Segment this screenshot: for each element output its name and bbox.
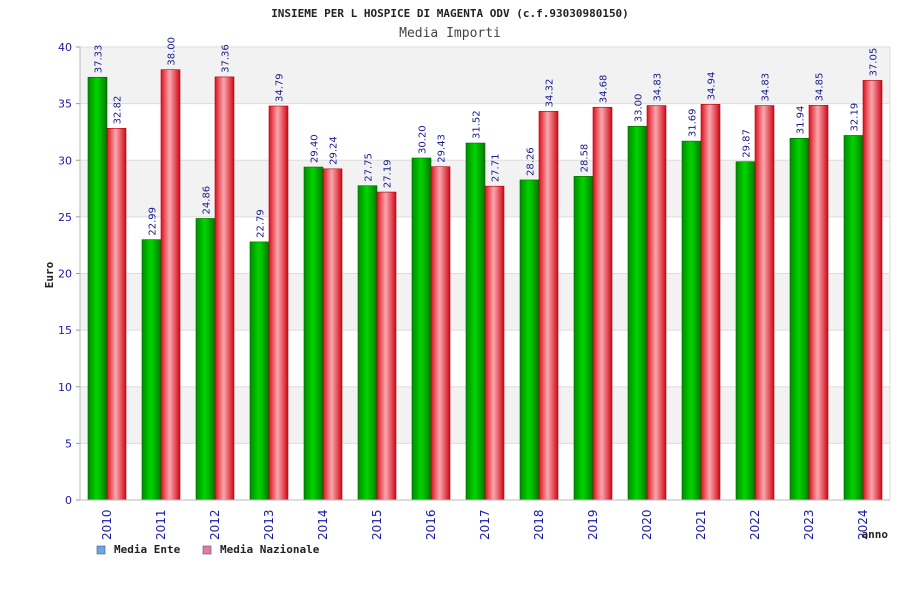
bar-ente-2017 (465, 142, 486, 501)
value-label: 37.36 (221, 44, 232, 73)
value-label: 24.86 (202, 186, 213, 215)
legend-swatch-ente (96, 545, 106, 555)
x-tick-label: 2015 (370, 509, 384, 540)
value-label: 22.99 (148, 207, 159, 236)
value-label: 27.71 (491, 154, 502, 183)
value-label: 37.33 (94, 45, 105, 74)
bar-nazionale-2018 (538, 111, 559, 501)
value-label: 29.43 (437, 134, 448, 163)
value-label: 28.58 (580, 144, 591, 173)
bar-ente-2023 (789, 137, 810, 501)
value-label: 33.00 (634, 94, 645, 123)
x-tick-label: 2018 (532, 509, 546, 540)
x-tick-label: 2017 (478, 509, 492, 540)
y-tick-label: 30 (58, 154, 72, 167)
value-label: 31.94 (796, 106, 807, 135)
bar-ente-2024 (843, 135, 864, 501)
x-tick-label: 2019 (586, 509, 600, 540)
y-tick-label: 15 (58, 324, 72, 337)
chart-title: INSIEME PER L HOSPICE DI MAGENTA ODV (c.… (271, 7, 629, 20)
bar-ente-2021 (681, 140, 702, 501)
bar-nazionale-2020 (646, 105, 667, 501)
value-label: 29.24 (329, 136, 340, 165)
x-tick-label: 2012 (208, 509, 222, 540)
bar-ente-2014 (303, 166, 324, 501)
value-label: 34.83 (653, 73, 664, 102)
bar-ente-2012 (195, 218, 216, 501)
y-tick-label: 0 (65, 494, 72, 507)
bar-nazionale-2014 (322, 168, 343, 501)
bar-ente-2020 (627, 125, 648, 501)
value-label: 34.32 (545, 79, 556, 108)
y-axis-label: Euro (43, 261, 56, 288)
bar-nazionale-2021 (700, 104, 721, 501)
x-tick-label: 2024 (856, 509, 870, 540)
bar-nazionale-2022 (754, 105, 775, 501)
x-tick-label: 2016 (424, 509, 438, 540)
value-label: 34.68 (599, 75, 610, 104)
bar-ente-2010 (87, 76, 108, 501)
bar-nazionale-2015 (376, 191, 397, 501)
x-tick-label: 2023 (802, 509, 816, 540)
value-label: 29.40 (310, 134, 321, 163)
x-tick-label: 2010 (100, 509, 114, 540)
value-label: 32.19 (850, 103, 861, 132)
bar-ente-2011 (141, 239, 162, 501)
bar-nazionale-2016 (430, 166, 451, 501)
value-label: 38.00 (167, 37, 178, 66)
y-tick-label: 25 (58, 211, 72, 224)
bar-ente-2018 (519, 179, 540, 501)
bar-ente-2013 (249, 241, 270, 501)
bar-nazionale-2024 (862, 80, 883, 501)
value-label: 37.05 (869, 48, 880, 77)
bar-ente-2015 (357, 185, 378, 501)
bar-nazionale-2023 (808, 105, 829, 501)
x-axis: 2010 2011 2012 2013 2014 2015 2016 2017 2018 2019… (100, 509, 870, 540)
y-axis: 0 5 10 15 20 25 30 35 40 (58, 41, 891, 507)
value-label: 30.20 (418, 125, 429, 154)
bar-nazionale-2012 (214, 76, 235, 501)
bars (87, 69, 883, 501)
x-tick-label: 2011 (154, 509, 168, 540)
bar-nazionale-2017 (484, 185, 505, 501)
value-label: 31.52 (472, 110, 483, 139)
x-tick-label: 2013 (262, 509, 276, 540)
legend-label-nazionale: Media Nazionale (220, 543, 320, 556)
value-label: 22.79 (256, 209, 267, 238)
y-tick-label: 10 (58, 381, 72, 394)
bar-ente-2022 (735, 161, 756, 501)
y-tick-label: 35 (58, 98, 72, 111)
bar-nazionale-2019 (592, 106, 613, 501)
bar-ente-2016 (411, 157, 432, 501)
value-labels: 37.33 32.82 22.99 38.00 24.86 37.36 22.79 34.79… (94, 37, 880, 238)
bar-nazionale-2010 (106, 128, 127, 501)
chart-subtitle: Media Importi (399, 26, 501, 41)
y-tick-label: 5 (65, 437, 72, 450)
value-label: 28.26 (526, 147, 537, 176)
value-label: 29.87 (742, 129, 753, 158)
x-tick-label: 2021 (694, 509, 708, 540)
value-label: 34.79 (275, 73, 286, 102)
bar-ente-2019 (573, 176, 594, 501)
y-tick-label: 40 (58, 41, 72, 54)
x-axis-label: anno (862, 528, 889, 541)
x-tick-label: 2022 (748, 509, 762, 540)
legend-label-ente: Media Ente (114, 543, 181, 556)
value-label: 27.75 (364, 153, 375, 182)
bar-nazionale-2013 (268, 105, 289, 501)
bar-nazionale-2011 (160, 69, 181, 501)
value-label: 34.83 (761, 73, 772, 102)
x-tick-label: 2020 (640, 509, 654, 540)
value-label: 32.82 (113, 96, 124, 125)
legend-swatch-nazionale (202, 545, 212, 555)
x-tick-label: 2014 (316, 509, 330, 540)
y-tick-label: 20 (58, 268, 72, 281)
legend: Media Ente Media Nazionale (96, 543, 320, 556)
value-label: 27.19 (383, 159, 394, 188)
value-label: 34.94 (707, 72, 718, 101)
value-label: 31.69 (688, 108, 699, 137)
value-label: 34.85 (815, 73, 826, 102)
